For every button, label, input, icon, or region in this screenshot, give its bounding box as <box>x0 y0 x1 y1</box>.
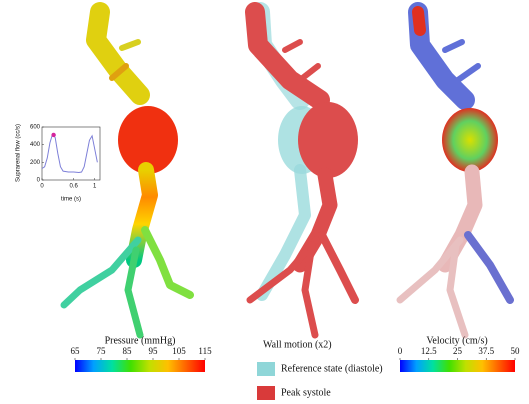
colorbar-tick-label: 50 <box>511 346 521 356</box>
figure: 0 200 400 600 0 0.6 1 time (s) Suprarenal flow… <box>0 0 529 404</box>
colorbar-tick-label: 65 <box>71 346 81 356</box>
y-tick-label: 400 <box>30 142 41 148</box>
x-axis-label: time (s) <box>61 197 81 203</box>
x-tick-label: 1 <box>93 184 97 190</box>
colorbar-tick-label: 95 <box>149 346 159 356</box>
wall-motion-model <box>250 12 358 335</box>
colorbar-title: Velocity (cm/s) <box>426 335 487 346</box>
colorbar <box>75 360 205 372</box>
velocity-model <box>400 12 510 335</box>
colorbar-tick-label: 115 <box>198 346 212 356</box>
legend-label: Reference state (diastole) <box>281 363 383 374</box>
colorbar-tick-label: 12.5 <box>421 346 437 356</box>
colorbar-tick-label: 25 <box>453 346 463 356</box>
colorbar-tick-label: 37.5 <box>478 346 494 356</box>
x-tick-label: 0.6 <box>69 184 78 190</box>
colorbar-tick-label: 0 <box>398 346 403 356</box>
legend-swatch <box>257 362 275 376</box>
colorbar-tick-label: 75 <box>97 346 107 356</box>
colorbar-tick-label: 85 <box>123 346 133 356</box>
colorbar-tick-label: 105 <box>172 346 186 356</box>
colorbar <box>400 360 515 372</box>
legend-label: Peak systole <box>281 387 331 398</box>
x-tick-label: 0 <box>40 184 44 190</box>
y-tick-label: 200 <box>30 160 41 166</box>
legend-title: Wall motion (x2) <box>263 339 332 350</box>
y-tick-label: 600 <box>30 125 41 131</box>
legend-swatch <box>257 386 275 400</box>
y-axis-label: Suprarenal flow (cc/s) <box>16 124 22 182</box>
peak-marker <box>51 133 55 137</box>
colorbar-title: Pressure (mmHg) <box>105 335 176 346</box>
